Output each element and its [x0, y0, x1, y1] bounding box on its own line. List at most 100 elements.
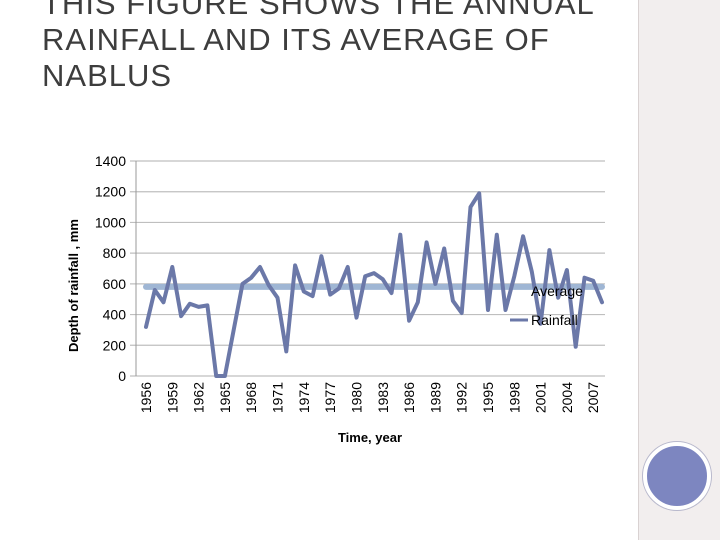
- x-tick-label: 1962: [191, 382, 207, 413]
- rainfall-point: [390, 291, 393, 295]
- rainfall-point: [346, 265, 350, 269]
- rainfall-point: [284, 350, 288, 353]
- x-tick-label: 1998: [506, 382, 522, 413]
- average-point: [442, 285, 446, 289]
- average-point: [433, 285, 437, 289]
- legend: Average Rainfall: [510, 283, 583, 328]
- rainfall-point: [249, 276, 253, 280]
- rainfall-point: [355, 316, 358, 320]
- rainfall-point: [223, 374, 227, 378]
- average-point: [477, 285, 481, 289]
- average-point: [398, 285, 402, 289]
- y-tick-label: 200: [103, 337, 127, 353]
- rainfall-point: [153, 288, 157, 292]
- rainfall-point: [521, 234, 525, 238]
- average-point: [153, 285, 157, 289]
- rainfall-point: [144, 325, 148, 329]
- rainfall-point: [302, 290, 306, 293]
- rainfall-point: [547, 248, 551, 252]
- rainfall-point: [477, 191, 481, 195]
- x-tick-label: 1989: [427, 382, 443, 413]
- rainfall-point: [258, 265, 262, 269]
- slide-title: THIS FIGURE SHOWS THE ANNUAL RAINFALL AN…: [42, 0, 594, 93]
- rainfall-point: [512, 274, 516, 278]
- x-axis-title: Time, year: [338, 430, 402, 445]
- rainfall-point: [451, 299, 455, 303]
- average-point: [214, 285, 218, 289]
- x-tick-label: 1983: [375, 382, 391, 413]
- x-tick-label: 1980: [348, 382, 364, 413]
- rainfall-point: [556, 296, 560, 300]
- legend-label-line1: Average: [531, 283, 583, 299]
- average-point: [258, 285, 262, 289]
- rainfall-point: [574, 345, 578, 349]
- y-tick-label: 0: [118, 368, 126, 384]
- rainfall-point: [495, 233, 499, 237]
- y-tick-label: 600: [103, 276, 127, 292]
- average-point: [407, 285, 411, 289]
- x-tick-label: 1992: [454, 382, 470, 413]
- rainfall-point: [179, 314, 183, 318]
- average-point: [232, 285, 236, 289]
- average-point: [495, 285, 499, 289]
- rainfall-point: [241, 282, 244, 286]
- x-tick-label: 1977: [322, 382, 338, 413]
- average-point: [469, 285, 472, 289]
- decorative-circle: [643, 442, 711, 510]
- average-point: [539, 285, 543, 289]
- rainfall-point: [170, 265, 174, 269]
- average-point: [249, 285, 253, 289]
- rainfall-point: [214, 374, 218, 378]
- rainfall-point: [319, 254, 323, 258]
- rainfall-point: [504, 308, 507, 312]
- rainfall-point: [293, 264, 297, 267]
- rainfall-point: [416, 300, 420, 304]
- x-tick-label: 1971: [270, 382, 286, 413]
- average-point: [425, 285, 429, 289]
- rainfall-point: [232, 328, 236, 332]
- rainfall-point: [486, 308, 490, 312]
- rainfall-point: [337, 287, 341, 290]
- average-point: [574, 285, 578, 289]
- average-point: [170, 285, 174, 289]
- rainfall-point: [442, 247, 446, 250]
- y-axis-title: Depth of rainfall , mm: [66, 219, 81, 352]
- x-tick-label: 2001: [533, 382, 549, 413]
- rainfall-point: [162, 300, 165, 304]
- x-tick-label: 1956: [138, 382, 154, 413]
- average-point: [521, 285, 525, 289]
- rainfall-point: [530, 270, 534, 273]
- average-point: [144, 285, 148, 289]
- y-tick-label: 1200: [95, 184, 126, 200]
- rainfall-point: [276, 296, 279, 300]
- rainfall-point: [539, 322, 543, 326]
- rainfall-point: [407, 319, 411, 323]
- rainfall-point: [460, 311, 464, 315]
- rainfall-point: [372, 271, 376, 275]
- rainfall-series: [144, 191, 604, 378]
- average-point: [547, 285, 551, 289]
- rainfall-point: [565, 268, 569, 272]
- x-tick-label: 1968: [243, 382, 259, 413]
- x-tick-label: 1965: [217, 382, 233, 413]
- rainfall-point: [469, 205, 472, 209]
- x-tick-label: 2004: [559, 382, 575, 413]
- y-tick-label: 1000: [95, 214, 126, 230]
- x-tick-label: 1986: [401, 382, 417, 413]
- grid-lines: [130, 160, 605, 377]
- rainfall-point: [197, 305, 201, 309]
- average-point: [197, 285, 201, 289]
- x-tick-label: 1995: [480, 382, 496, 413]
- rainfall-point: [328, 293, 332, 297]
- x-axis-ticks: 1956 1959 1962 1965 1968 1971 1974 1977 1980 1983…: [138, 382, 601, 413]
- rainfall-point: [381, 277, 385, 281]
- average-point: [179, 285, 183, 289]
- rainfall-point: [311, 294, 315, 298]
- rainfall-point: [600, 300, 604, 304]
- average-point: [205, 285, 209, 289]
- y-tick-label: 1400: [95, 153, 126, 169]
- average-point: [381, 285, 385, 289]
- rainfall-point: [398, 233, 402, 237]
- average-point: [223, 285, 227, 289]
- y-tick-label: 800: [103, 245, 127, 261]
